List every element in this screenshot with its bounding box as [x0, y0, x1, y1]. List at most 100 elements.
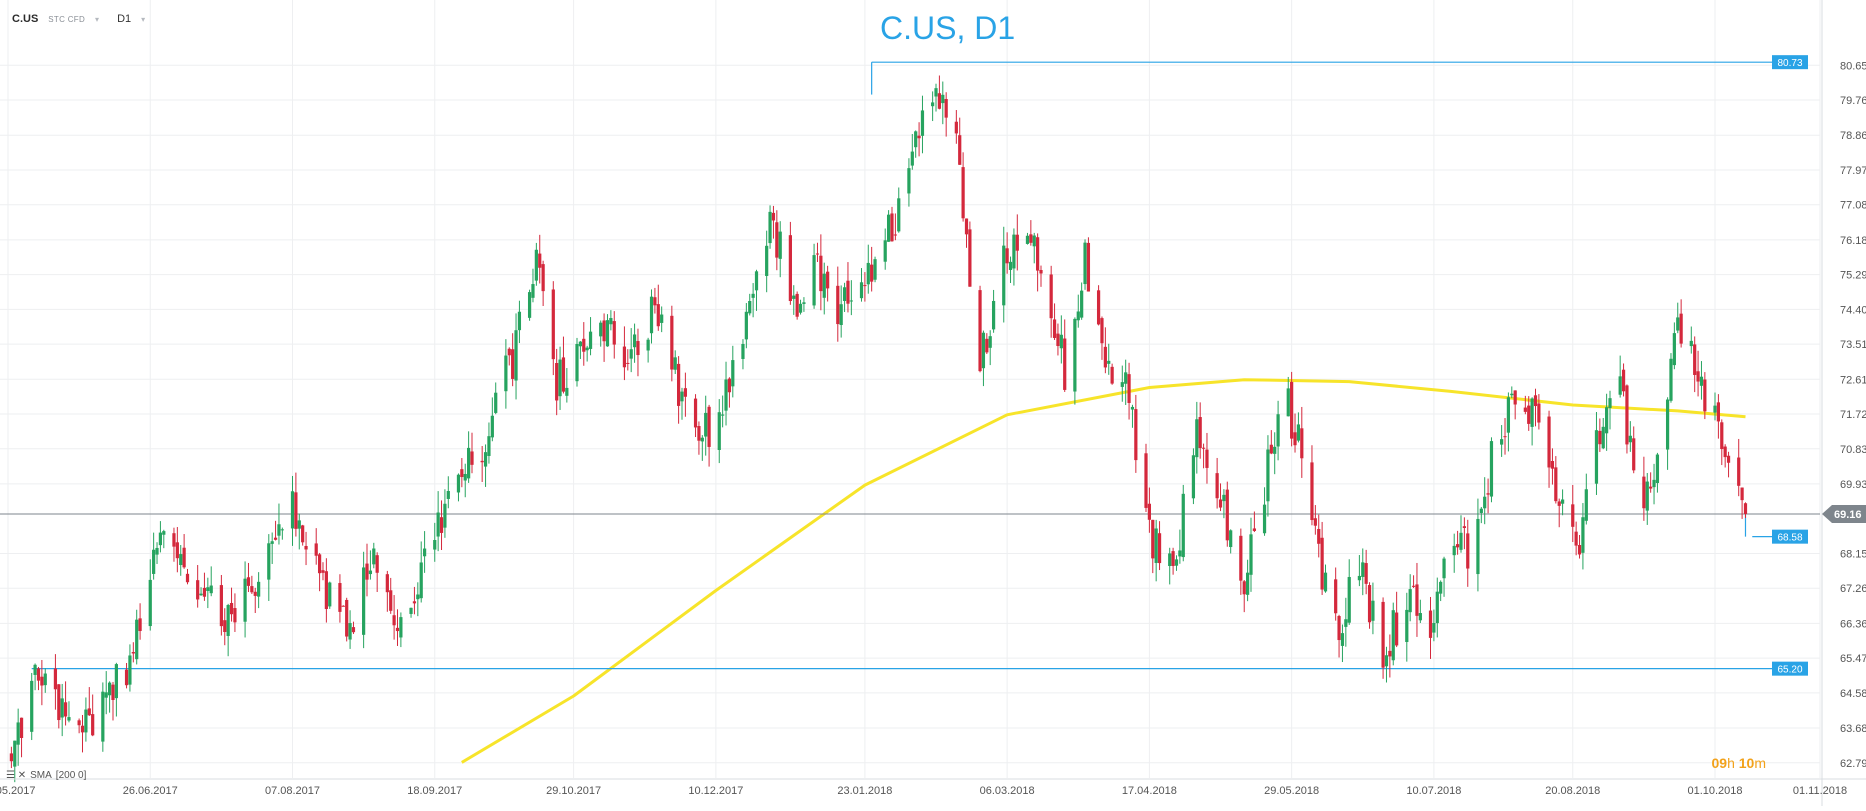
candle-down: [91, 694, 95, 737]
candle-down: [1557, 498, 1561, 528]
candle-body: [226, 605, 230, 636]
candle-body: [162, 531, 166, 535]
candle-body: [362, 567, 366, 635]
candle-body: [1452, 545, 1456, 556]
price-level-label: 65.20: [1777, 665, 1802, 676]
candle-up: [1652, 463, 1656, 505]
candle-body: [815, 253, 820, 255]
candle-body: [1364, 563, 1368, 584]
candle-body: [270, 541, 274, 544]
candle-body: [1435, 591, 1439, 624]
candle-body: [582, 338, 586, 352]
sma-200-line: [461, 378, 1746, 764]
candle-up: [792, 285, 796, 315]
candle-down: [395, 609, 400, 646]
candle-up: [1618, 355, 1622, 398]
candle-body: [345, 599, 349, 637]
candle-up: [1296, 412, 1301, 443]
candle-body: [910, 151, 914, 166]
candle-body: [697, 426, 701, 441]
candle-body: [1669, 358, 1673, 401]
candle-up: [991, 289, 996, 333]
symbol-dropdown-icon[interactable]: ▾: [95, 14, 100, 24]
candle-body: [1334, 579, 1338, 614]
candle-body: [1059, 334, 1063, 349]
candle-up: [290, 475, 295, 546]
candle-body: [1642, 476, 1646, 509]
candle-body: [1388, 650, 1392, 657]
candle-up: [1676, 302, 1680, 334]
candle-down: [1127, 362, 1131, 420]
candle-body: [1527, 405, 1531, 424]
candle-body: [1459, 532, 1463, 550]
candle-down: [365, 543, 369, 597]
candle-up: [883, 228, 887, 270]
candle-body: [1391, 610, 1395, 661]
candle-body: [941, 94, 945, 104]
candle-down: [1679, 299, 1683, 348]
candle-down: [345, 597, 349, 642]
candle-body: [1584, 489, 1588, 521]
candle-body: [704, 412, 708, 437]
candle-body: [1063, 338, 1067, 390]
candle-up: [1191, 448, 1196, 505]
timeframe-label[interactable]: D1: [117, 13, 132, 25]
candle-body: [1652, 479, 1656, 488]
candle-up: [1344, 597, 1348, 647]
candle-body: [991, 300, 996, 330]
candle-body: [182, 547, 186, 568]
candle-body: [632, 334, 637, 348]
candle-up: [588, 317, 593, 356]
candle-body: [538, 253, 542, 268]
candle-down: [412, 586, 417, 615]
candle-body: [131, 652, 135, 654]
candle-down: [697, 421, 701, 455]
candle-up: [328, 581, 332, 609]
candle-up: [1601, 417, 1605, 450]
candle-body: [731, 360, 735, 387]
indicator-legend[interactable]: ☰ ✕ SMA [200 0]: [6, 770, 86, 781]
candle-body: [185, 573, 190, 583]
candle-down: [36, 666, 41, 691]
candle-body: [1151, 519, 1155, 559]
candle-down: [317, 552, 322, 592]
candle-up: [822, 262, 826, 315]
candle-body: [1002, 245, 1006, 306]
candle-body: [294, 492, 298, 529]
candle-down: [1550, 448, 1555, 485]
candle-down: [338, 574, 342, 623]
candle-body: [280, 529, 284, 531]
candle-body: [680, 391, 684, 402]
candle-body: [1266, 449, 1270, 502]
candle-down: [1293, 413, 1297, 453]
candles: [9, 75, 1748, 783]
candle-body: [839, 304, 843, 326]
candle-up: [67, 701, 71, 723]
timeframe-dropdown-icon[interactable]: ▾: [141, 14, 146, 24]
indicator-menu-icon[interactable]: ☰ ✕: [6, 770, 27, 781]
candle-body: [653, 297, 657, 306]
price-tick-label: 77.97: [1840, 165, 1866, 177]
candle-body: [754, 271, 759, 291]
candle-body: [372, 548, 376, 565]
candle-up: [101, 682, 105, 752]
candle-down: [1571, 484, 1575, 543]
candle-up: [531, 268, 535, 303]
candle-up: [135, 609, 139, 665]
candle-down: [890, 206, 894, 242]
candle-body: [1432, 623, 1436, 633]
candle-down: [273, 520, 278, 541]
candle-up: [1154, 519, 1158, 582]
candle-down: [1381, 597, 1385, 679]
candle-down: [229, 587, 234, 622]
candle-body: [470, 451, 474, 465]
candle-body: [788, 235, 792, 302]
candle-up: [1340, 624, 1345, 663]
candle-body: [561, 357, 566, 392]
symbol-label[interactable]: C.US: [12, 13, 39, 25]
candle-body: [1225, 489, 1229, 541]
candle-up: [1665, 397, 1670, 470]
candle-up: [1699, 361, 1704, 400]
